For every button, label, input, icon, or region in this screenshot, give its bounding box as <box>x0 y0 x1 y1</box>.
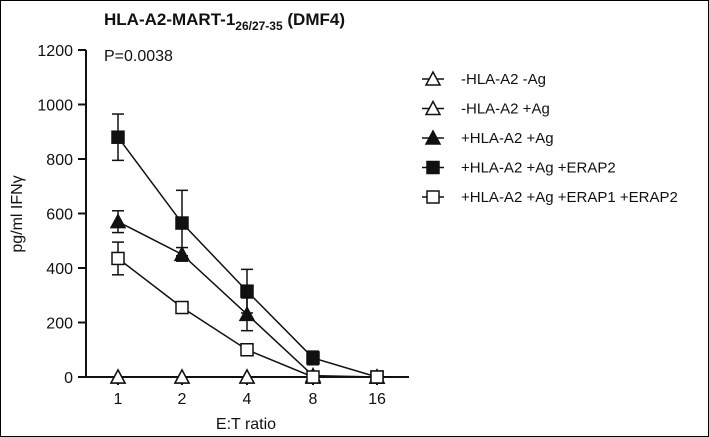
legend-marker <box>426 160 440 175</box>
data-point <box>109 368 127 384</box>
y-tick-label: 600 <box>46 207 73 224</box>
legend-label: +HLA-A2 +Ag +ERAP2 <box>461 160 616 177</box>
legend: -HLA-A2 -Ag -HLA-A2 +Ag +HLA-A2 +Ag +HLA-A2… <box>422 70 678 206</box>
y-axis-ticks: 0 200 400 600 800 1000 1200 <box>37 43 86 387</box>
y-tick-label: 800 <box>46 152 73 169</box>
legend-item: -HLA-A2 -Ag <box>422 70 546 88</box>
legend-marker <box>426 190 440 204</box>
x-tick-label: 1 <box>114 391 123 408</box>
legend-label: -HLA-A2 -Ag <box>461 71 546 88</box>
legend-label: +HLA-A2 +Ag <box>461 130 554 147</box>
y-tick-label: 1200 <box>37 43 73 60</box>
data-point <box>238 368 256 384</box>
chart-title-main: HLA-A2-MART-1 <box>104 10 235 29</box>
x-tick-label: 2 <box>178 391 187 408</box>
plot-area <box>109 113 386 384</box>
legend-item: +HLA-A2 +Ag +ERAP2 <box>422 160 616 177</box>
chart-title-subscript: 26/27-35 <box>235 19 283 33</box>
data-point <box>370 370 384 384</box>
data-point <box>175 216 189 230</box>
y-tick-label: 200 <box>46 316 73 333</box>
legend-marker <box>424 70 442 86</box>
legend-item: -HLA-A2 +Ag <box>422 99 550 118</box>
data-point <box>111 251 125 266</box>
series-hla-a2-ag-erap2 <box>111 113 384 384</box>
x-axis-label: E:T ratio <box>216 416 276 433</box>
data-point <box>175 300 189 315</box>
legend-item: +HLA-A2 +Ag +ERAP1 +ERAP2 <box>422 189 678 206</box>
x-tick-label: 8 <box>309 391 318 408</box>
legend-item: +HLA-A2 +Ag <box>422 129 554 147</box>
y-tick-label: 400 <box>46 261 73 278</box>
y-axis-label: pg/ml IFNγ <box>9 175 26 252</box>
data-point <box>109 213 127 229</box>
data-point <box>173 368 191 384</box>
data-point <box>111 130 125 144</box>
x-tick-label: 4 <box>243 391 252 408</box>
y-tick-label: 1000 <box>37 98 73 115</box>
legend-marker <box>424 99 442 116</box>
p-value-annotation: P=0.0038 <box>104 48 173 65</box>
legend-label: -HLA-A2 +Ag <box>461 101 550 118</box>
data-point <box>306 351 320 365</box>
chart-title-suffix: (DMF4) <box>283 10 345 29</box>
chart-title: HLA-A2-MART-126/27-35 (DMF4) <box>104 10 345 33</box>
data-point <box>240 284 254 298</box>
y-tick-label: 0 <box>64 370 73 387</box>
x-tick-label: 16 <box>368 391 386 408</box>
data-point <box>306 370 320 384</box>
legend-marker <box>424 129 442 145</box>
data-point <box>240 343 254 357</box>
data-point <box>238 305 256 322</box>
series-line <box>117 136 378 378</box>
series-hla-a2-ag-erap1-erap2 <box>111 241 384 384</box>
legend-label: +HLA-A2 +Ag +ERAP1 +ERAP2 <box>461 189 678 206</box>
